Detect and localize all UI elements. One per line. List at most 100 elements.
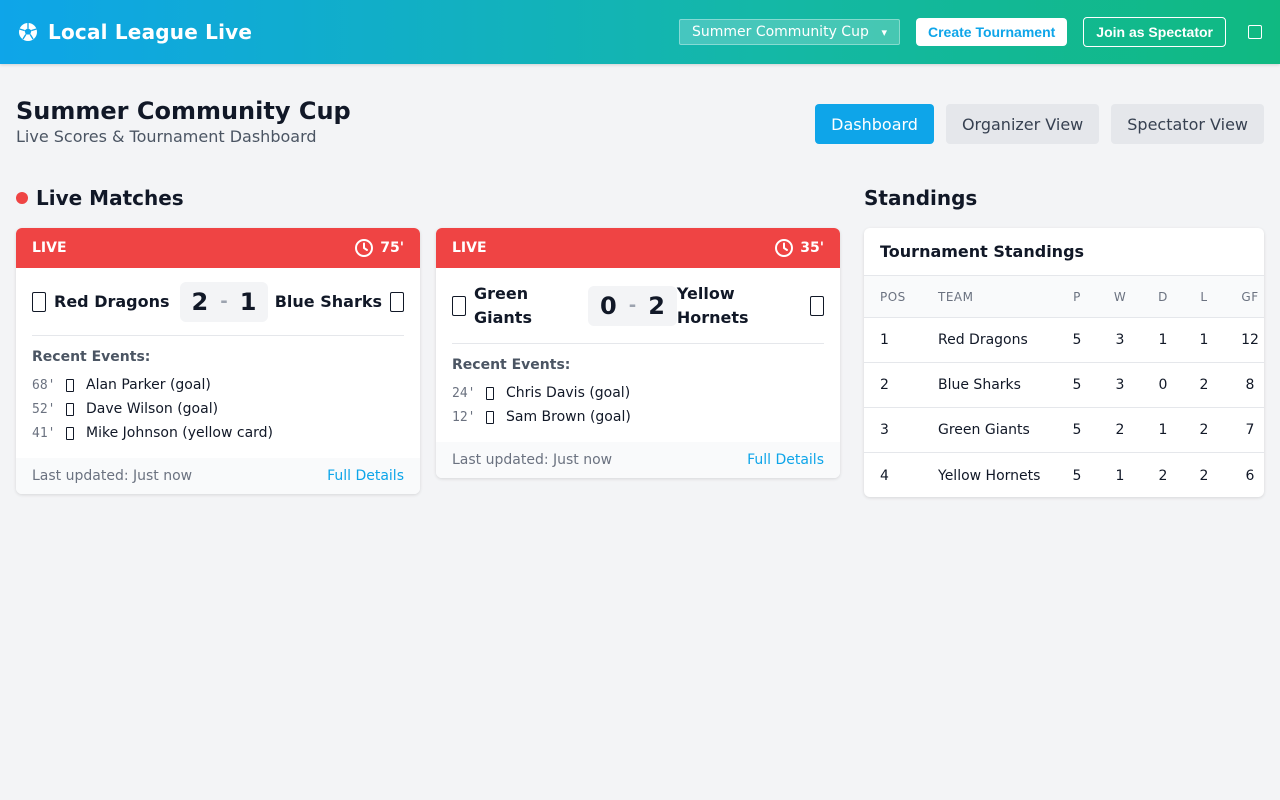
cell-played: 5	[1072, 377, 1082, 393]
team-icon	[390, 291, 404, 312]
live-badge: LIVE	[32, 240, 67, 256]
cell-won: 3	[1115, 332, 1125, 348]
cell-goals-for: 12	[1241, 332, 1259, 348]
event-icon	[66, 378, 74, 392]
event-minute: 12'	[452, 409, 476, 425]
cell-drawn: 2	[1158, 467, 1168, 484]
standings-title: Tournament Standings	[864, 228, 1264, 276]
live-badge: LIVE	[452, 240, 487, 256]
recent-events-title: Recent Events:	[32, 349, 151, 365]
away-team-name: Yellow Hornets	[676, 283, 749, 327]
cell-goals-for: 8	[1245, 377, 1255, 393]
tab-dashboard[interactable]: Dashboard	[815, 104, 934, 144]
event-icon	[486, 386, 494, 400]
col-header-played: P	[1073, 289, 1081, 304]
join-as-spectator-button[interactable]: Join as Spectator	[1083, 17, 1226, 47]
col-header-won: W	[1113, 289, 1127, 304]
cell-drawn: 0	[1158, 377, 1168, 393]
home-score: 0	[600, 291, 617, 320]
standings-card: Tournament Standings POS TEAM P W D L GF…	[864, 228, 1264, 497]
last-updated: Last updated: Just now	[32, 468, 193, 484]
tab-organizer-view[interactable]: Organizer View	[945, 104, 1100, 144]
cell-won: 1	[1115, 467, 1125, 484]
chevron-down-icon: ▾	[881, 25, 887, 39]
col-header-drawn: D	[1158, 289, 1168, 304]
live-matches-heading: Live Matches	[16, 186, 184, 210]
away-team: Blue Sharks	[275, 290, 404, 314]
score-row: Green Giants 0 - 2 Yellow Hornets	[452, 268, 824, 344]
page-title: Summer Community Cup	[16, 97, 351, 125]
home-team-name: Green Giants	[474, 283, 532, 327]
cell-team: Green Giants	[938, 422, 1030, 438]
cell-team: Yellow Hornets	[938, 467, 1041, 484]
event-minute: 24'	[452, 385, 476, 401]
cell-pos: 1	[880, 332, 889, 348]
event-icon	[486, 410, 494, 424]
create-tournament-button[interactable]: Create Tournament	[915, 18, 1068, 46]
cell-played: 5	[1072, 422, 1082, 438]
event-item: 41' Mike Johnson (yellow card)	[32, 421, 404, 445]
event-item: 24' Chris Davis (goal)	[452, 381, 824, 405]
away-team: Yellow Hornets	[677, 282, 824, 330]
top-bar: Local League Live Summer Community Cup ▾…	[0, 0, 1280, 64]
table-row[interactable]: 2 Blue Sharks 5 3 0 2 8	[864, 363, 1264, 408]
home-score: 2	[191, 287, 209, 316]
live-matches-title: Live Matches	[36, 186, 184, 210]
app-title: Local League Live	[48, 20, 253, 44]
away-score: 2	[648, 291, 665, 320]
table-row[interactable]: 1 Red Dragons 5 3 1 1 12	[864, 318, 1264, 363]
last-updated: Last updated: Just now	[452, 452, 613, 468]
cell-played: 5	[1072, 467, 1082, 484]
full-details-link[interactable]: Full Details	[327, 468, 404, 484]
team-icon	[32, 291, 46, 312]
col-header-lost: L	[1200, 289, 1208, 304]
match-time: 35'	[774, 238, 824, 258]
away-team-name: Blue Sharks	[274, 291, 382, 311]
clock-icon	[355, 239, 374, 257]
cell-goals-for: 6	[1245, 467, 1255, 484]
full-details-link[interactable]: Full Details	[747, 452, 824, 468]
match-card-header: LIVE 35'	[436, 228, 840, 268]
soccer-ball-icon	[19, 23, 37, 41]
cell-lost: 1	[1199, 332, 1209, 348]
cell-goals-for: 7	[1245, 422, 1255, 438]
event-text: Dave Wilson (goal)	[86, 401, 219, 417]
home-team: Green Giants	[452, 282, 582, 330]
cell-drawn: 1	[1158, 422, 1168, 438]
cell-team: Blue Sharks	[938, 377, 1021, 393]
tab-spectator-view[interactable]: Spectator View	[1111, 104, 1264, 144]
cell-lost: 2	[1199, 467, 1209, 484]
event-text: Chris Davis (goal)	[506, 385, 631, 401]
event-minute: 52'	[32, 401, 56, 417]
brand[interactable]: Local League Live	[18, 20, 252, 44]
view-tabs: Dashboard Organizer View Spectator View	[815, 104, 1264, 146]
match-minute: 75'	[380, 240, 404, 256]
event-item: 12' Sam Brown (goal)	[452, 405, 824, 429]
team-icon	[810, 295, 824, 316]
event-item: 52' Dave Wilson (goal)	[32, 397, 404, 421]
menu-icon[interactable]	[1248, 25, 1262, 39]
event-text: Alan Parker (goal)	[86, 377, 211, 393]
standings-heading: Standings	[864, 186, 977, 210]
cell-team: Red Dragons	[938, 332, 1028, 348]
match-card-footer: Last updated: Just now Full Details	[16, 458, 420, 494]
cell-played: 5	[1072, 332, 1082, 348]
recent-events-title: Recent Events:	[452, 357, 571, 373]
standings-section-title: Standings	[864, 186, 978, 210]
event-icon	[66, 426, 74, 440]
event-minute: 68'	[32, 377, 56, 393]
col-header-goals-for: GF	[1241, 289, 1259, 304]
table-row[interactable]: 4 Yellow Hornets 5 1 2 2 6	[864, 453, 1264, 497]
scoreboard: 2 - 1	[179, 281, 269, 322]
match-card: LIVE 75' Red Dragons 2 - 1 Blue Sharks R…	[16, 228, 420, 494]
match-minute: 35'	[800, 240, 824, 256]
event-minute: 41'	[32, 425, 56, 441]
match-card-footer: Last updated: Just now Full Details	[436, 442, 840, 478]
score-row: Red Dragons 2 - 1 Blue Sharks	[32, 268, 404, 336]
home-team: Red Dragons	[32, 290, 170, 314]
tournament-select[interactable]: Summer Community Cup ▾	[678, 19, 900, 45]
team-icon	[452, 295, 466, 316]
table-row[interactable]: 3 Green Giants 5 2 1 2 7	[864, 408, 1264, 453]
page-subtitle: Live Scores & Tournament Dashboard	[16, 127, 317, 146]
col-header-pos: POS	[880, 289, 906, 304]
